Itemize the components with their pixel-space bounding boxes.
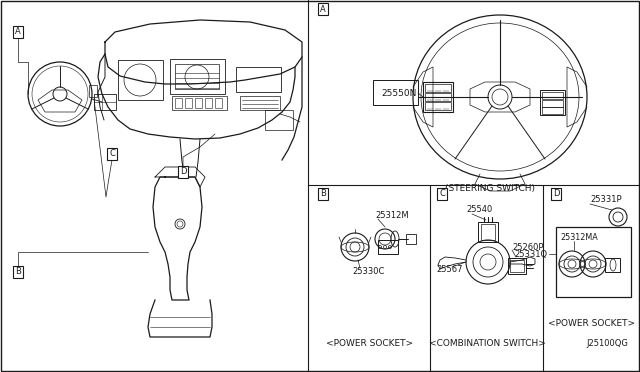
Text: 25331P: 25331P — [590, 196, 621, 205]
Bar — [540, 90, 565, 115]
Text: 25312M: 25312M — [375, 211, 408, 219]
Bar — [175, 98, 182, 108]
Text: D: D — [553, 189, 559, 199]
Text: (STEERING SWITCH): (STEERING SWITCH) — [445, 183, 535, 192]
Text: 25331Q: 25331Q — [515, 250, 548, 259]
Bar — [215, 98, 222, 108]
Bar — [542, 107, 563, 114]
Text: C: C — [439, 189, 445, 199]
Bar — [423, 82, 453, 112]
Bar — [373, 80, 418, 105]
Bar — [240, 96, 280, 110]
Text: 25567: 25567 — [436, 266, 463, 275]
Text: <POWER SOCKET>: <POWER SOCKET> — [326, 340, 413, 349]
Text: <POWER SOCKET>: <POWER SOCKET> — [548, 320, 636, 328]
Bar — [236, 67, 281, 92]
Text: 25312MA: 25312MA — [560, 232, 598, 241]
Text: J25100QG: J25100QG — [586, 340, 628, 349]
Text: B: B — [320, 189, 326, 199]
Text: A: A — [320, 4, 326, 13]
Bar — [556, 227, 631, 297]
Bar — [89, 85, 97, 97]
Bar — [195, 98, 202, 108]
Bar — [542, 92, 563, 99]
Bar — [425, 93, 451, 101]
Text: 25330C: 25330C — [352, 267, 385, 276]
Bar — [172, 96, 227, 110]
Bar — [265, 110, 293, 130]
Text: D: D — [180, 167, 186, 176]
Bar — [175, 64, 219, 89]
Bar — [118, 60, 163, 100]
Bar — [378, 240, 398, 254]
Bar — [185, 98, 192, 108]
Polygon shape — [438, 257, 466, 269]
Text: C: C — [109, 150, 115, 158]
Bar — [542, 100, 563, 107]
Bar — [605, 258, 620, 272]
Text: 25540: 25540 — [466, 205, 492, 215]
Text: B: B — [15, 267, 21, 276]
Text: 25550N: 25550N — [381, 89, 417, 97]
Bar — [205, 98, 212, 108]
Text: <COMBINATION SWITCH>: <COMBINATION SWITCH> — [429, 340, 545, 349]
Bar — [510, 260, 524, 272]
Polygon shape — [510, 257, 535, 266]
Text: 25260P: 25260P — [512, 243, 543, 251]
Bar — [406, 234, 416, 244]
Bar — [481, 224, 495, 240]
Bar — [508, 258, 526, 274]
Bar — [478, 222, 498, 242]
Text: A: A — [15, 28, 21, 36]
Bar — [425, 102, 451, 110]
Bar — [170, 59, 225, 94]
Bar — [425, 84, 451, 92]
Bar — [94, 94, 116, 110]
